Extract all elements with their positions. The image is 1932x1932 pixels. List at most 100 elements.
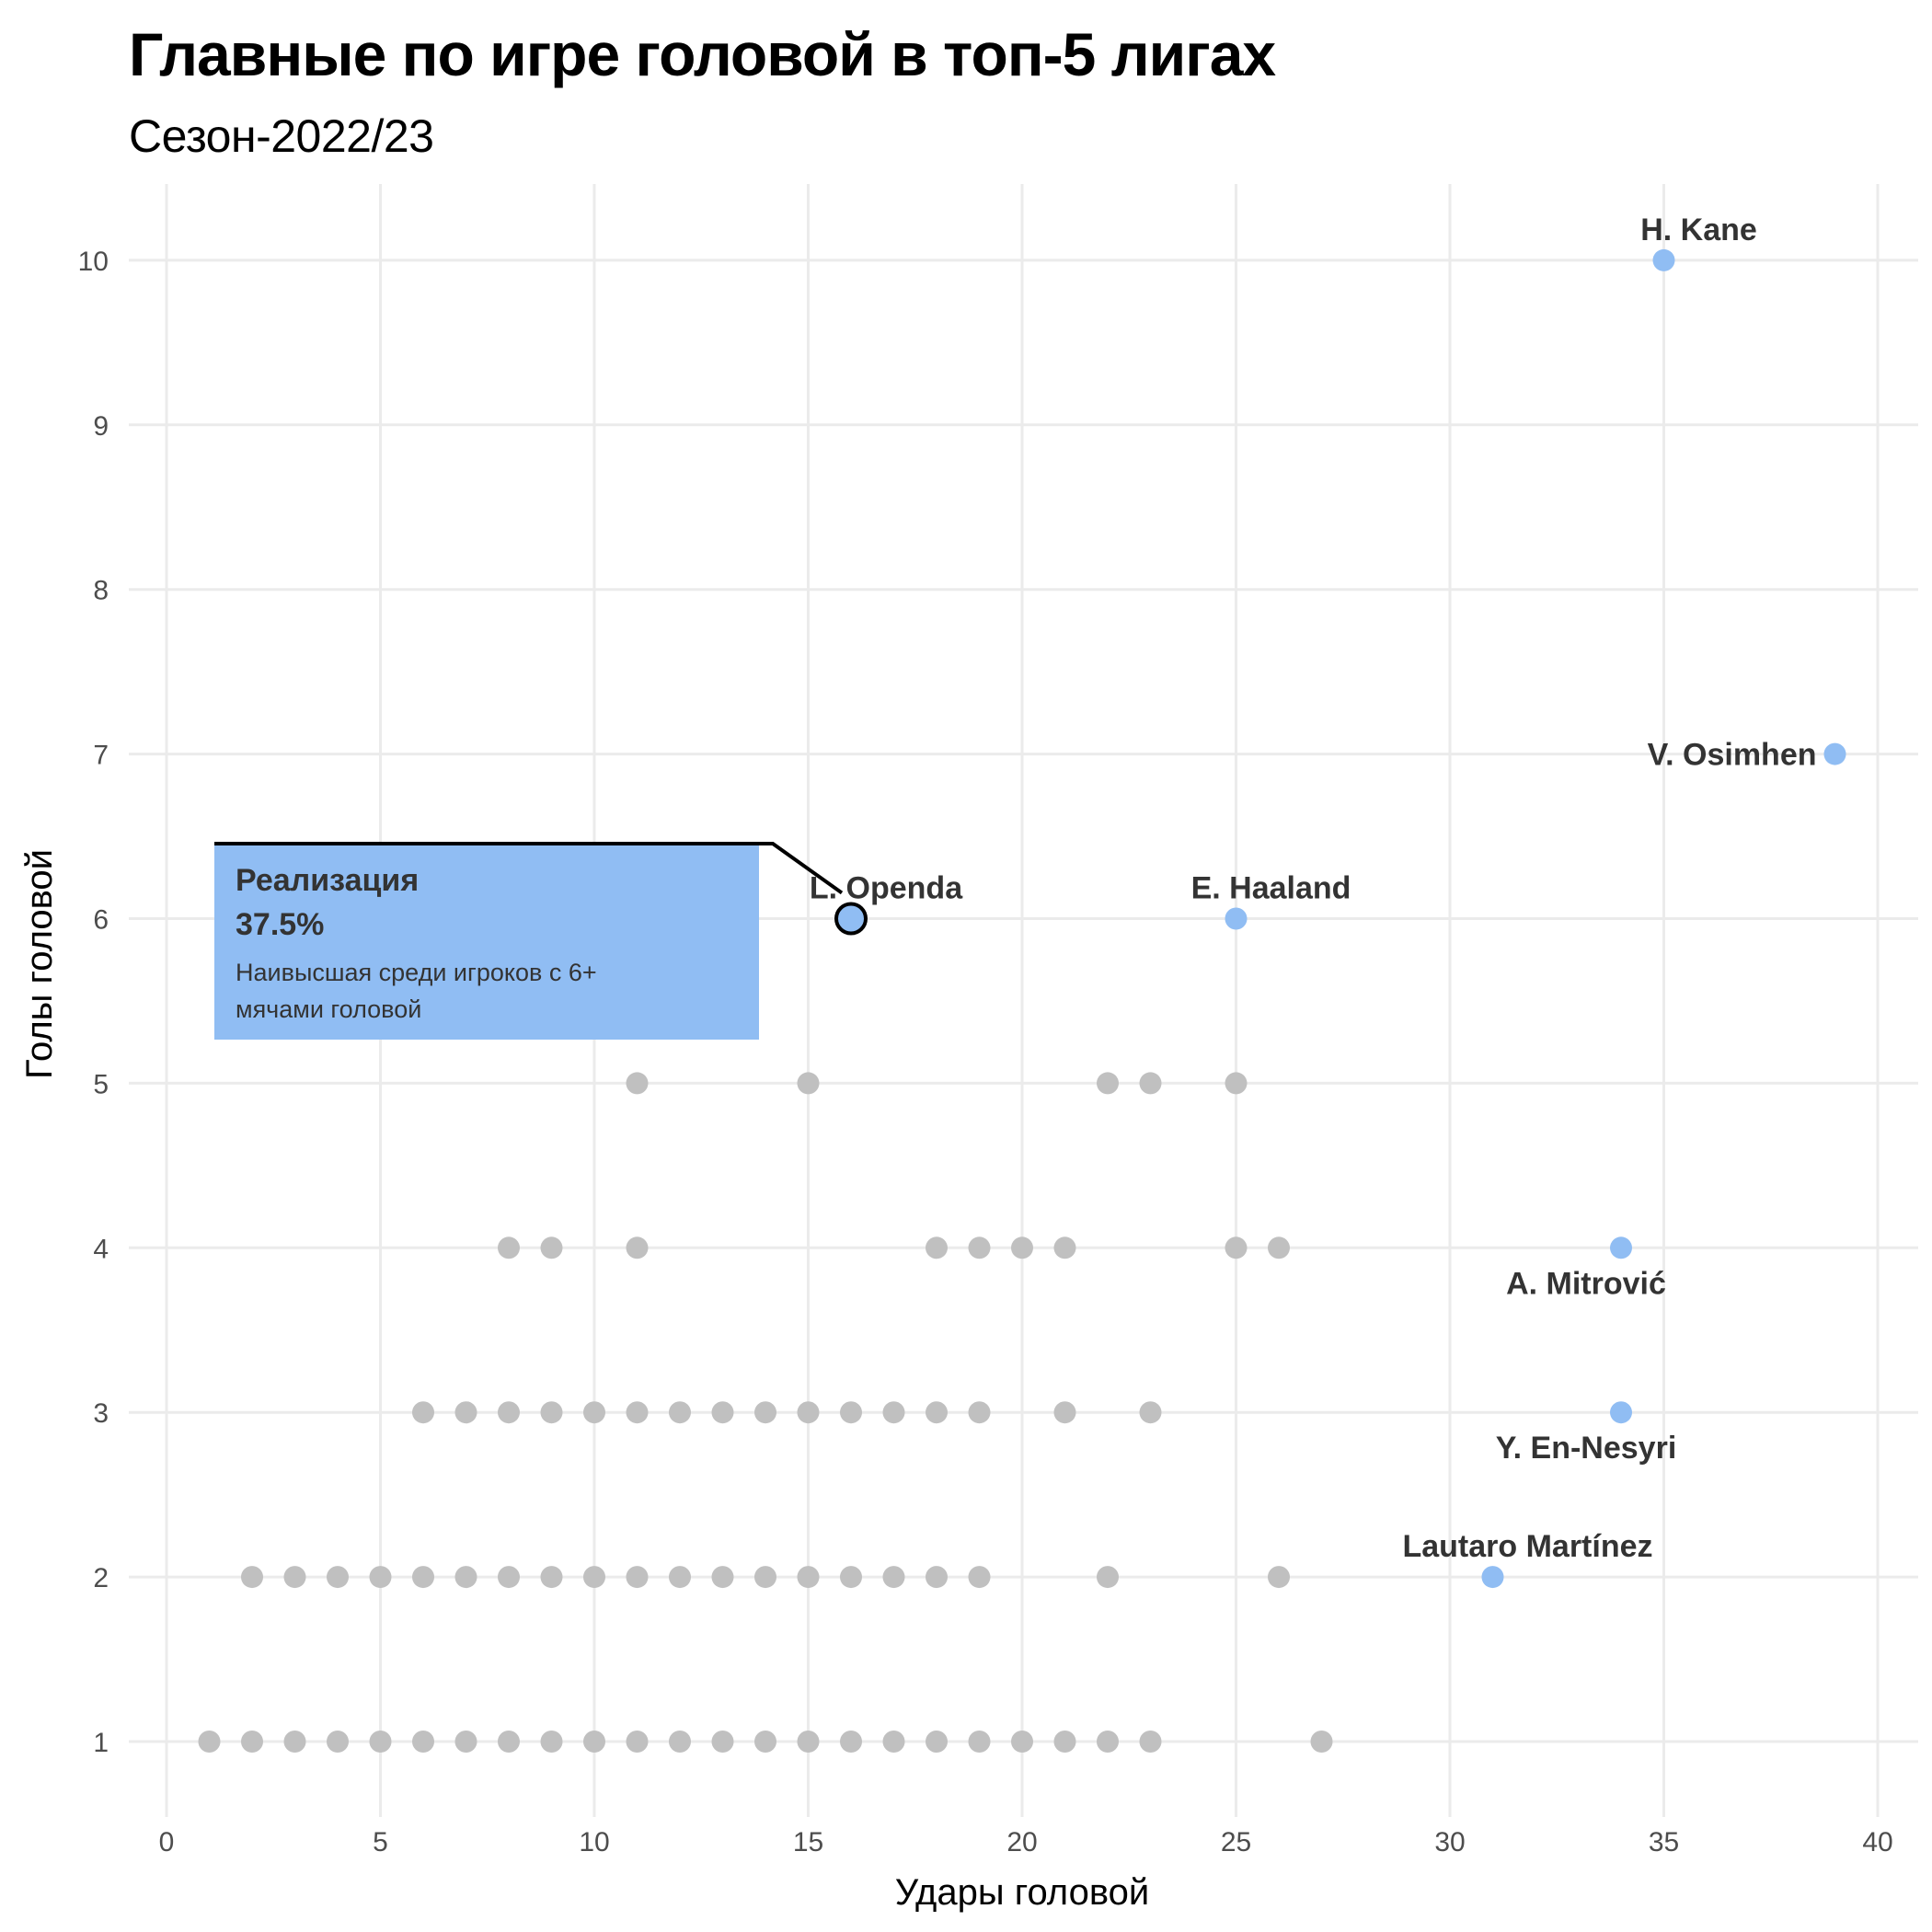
annotation-text-line: Наивысшая среди игроков с 6+	[236, 959, 597, 986]
data-point	[626, 1236, 649, 1259]
data-point	[241, 1731, 263, 1753]
highlighted-data-point	[1610, 1236, 1632, 1259]
x-tick-label: 20	[1006, 1827, 1037, 1857]
point-label: Lautaro Martínez	[1402, 1529, 1652, 1564]
data-point	[583, 1401, 605, 1424]
data-point	[327, 1731, 349, 1753]
annotation-value: 37.5%	[236, 907, 324, 942]
y-tick-label: 1	[93, 1728, 109, 1758]
x-tick-label: 5	[373, 1827, 388, 1857]
x-tick-label: 0	[159, 1827, 175, 1857]
data-point	[968, 1401, 991, 1424]
data-point	[498, 1401, 520, 1424]
data-point	[1053, 1731, 1076, 1753]
data-point	[882, 1401, 905, 1424]
data-point	[1011, 1236, 1033, 1259]
chart-subtitle: Сезон-2022/23	[129, 110, 434, 162]
data-point	[968, 1236, 991, 1259]
data-point	[283, 1731, 306, 1753]
tick-labels: 0 5 10 15 20 25 30 35 40 1 2 3 4 5 6 7 8 9 10	[78, 247, 1893, 1857]
y-tick-label: 5	[93, 1069, 109, 1099]
y-tick-label: 4	[93, 1234, 109, 1264]
data-point	[1225, 1236, 1248, 1259]
data-point	[454, 1566, 477, 1589]
data-point	[626, 1401, 649, 1424]
annotation-box	[214, 844, 759, 1040]
data-points	[198, 248, 1846, 1753]
data-point	[412, 1731, 434, 1753]
data-point	[882, 1566, 905, 1589]
data-point	[797, 1731, 820, 1753]
data-point	[498, 1236, 520, 1259]
data-point	[797, 1072, 820, 1095]
data-point	[669, 1566, 691, 1589]
data-point	[968, 1566, 991, 1589]
data-point	[754, 1566, 776, 1589]
x-tick-label: 15	[793, 1827, 823, 1857]
x-tick-label: 10	[579, 1827, 609, 1857]
data-point	[369, 1731, 392, 1753]
data-point	[454, 1731, 477, 1753]
data-point	[1139, 1401, 1162, 1424]
data-point	[1310, 1731, 1333, 1753]
data-point	[1139, 1731, 1162, 1753]
data-point	[412, 1566, 434, 1589]
annotation-title: Реализация	[236, 863, 419, 898]
data-point	[840, 1566, 862, 1589]
data-point	[797, 1566, 820, 1589]
x-tick-label: 35	[1649, 1827, 1679, 1857]
highlighted-data-point	[1610, 1401, 1632, 1424]
data-point	[669, 1731, 691, 1753]
data-point	[1225, 1072, 1248, 1095]
highlighted-data-point	[1225, 907, 1248, 930]
data-point	[498, 1731, 520, 1753]
y-tick-label: 2	[93, 1563, 109, 1593]
point-labels: H. Kane V. Osimhen L. Openda E. Haaland A. M…	[810, 213, 1817, 1564]
y-axis-title: Голы головой	[19, 849, 60, 1079]
data-point	[926, 1566, 948, 1589]
point-label: Y. En-Nesyri	[1496, 1431, 1677, 1466]
data-point	[1268, 1236, 1290, 1259]
highlighted-data-point	[1652, 248, 1675, 271]
data-point	[198, 1731, 221, 1753]
data-point	[1268, 1566, 1290, 1589]
data-point	[454, 1401, 477, 1424]
data-point	[669, 1401, 691, 1424]
y-tick-label: 9	[93, 411, 109, 442]
y-tick-label: 3	[93, 1398, 109, 1429]
point-label: H. Kane	[1640, 213, 1757, 247]
data-point	[498, 1566, 520, 1589]
data-point	[968, 1731, 991, 1753]
data-point	[711, 1566, 734, 1589]
data-point	[369, 1566, 392, 1589]
data-point	[1097, 1072, 1119, 1095]
data-point	[1011, 1731, 1033, 1753]
data-point	[1139, 1072, 1162, 1095]
point-label: E. Haaland	[1191, 871, 1351, 906]
y-tick-label: 6	[93, 905, 109, 936]
x-axis-title: Удары головой	[895, 1872, 1149, 1913]
data-point	[626, 1731, 649, 1753]
point-label: V. Osimhen	[1648, 738, 1817, 773]
point-label: A. Mitrović	[1506, 1266, 1666, 1301]
annotation: Реализация 37.5% Наивысшая среди игроков…	[214, 842, 844, 1040]
data-point	[840, 1731, 862, 1753]
data-point	[241, 1566, 263, 1589]
data-point	[540, 1731, 563, 1753]
data-point	[412, 1401, 434, 1424]
data-point	[583, 1731, 605, 1753]
data-point	[283, 1566, 306, 1589]
data-point	[711, 1731, 734, 1753]
highlighted-data-point	[834, 902, 868, 936]
data-point	[540, 1236, 563, 1259]
data-point	[1097, 1566, 1119, 1589]
highlighted-data-point	[1481, 1566, 1504, 1589]
y-tick-label: 8	[93, 576, 109, 606]
data-point	[840, 1401, 862, 1424]
data-point	[797, 1401, 820, 1424]
data-point	[327, 1566, 349, 1589]
data-point	[926, 1236, 948, 1259]
y-tick-label: 7	[93, 741, 109, 771]
annotation-leader-line	[214, 842, 844, 895]
